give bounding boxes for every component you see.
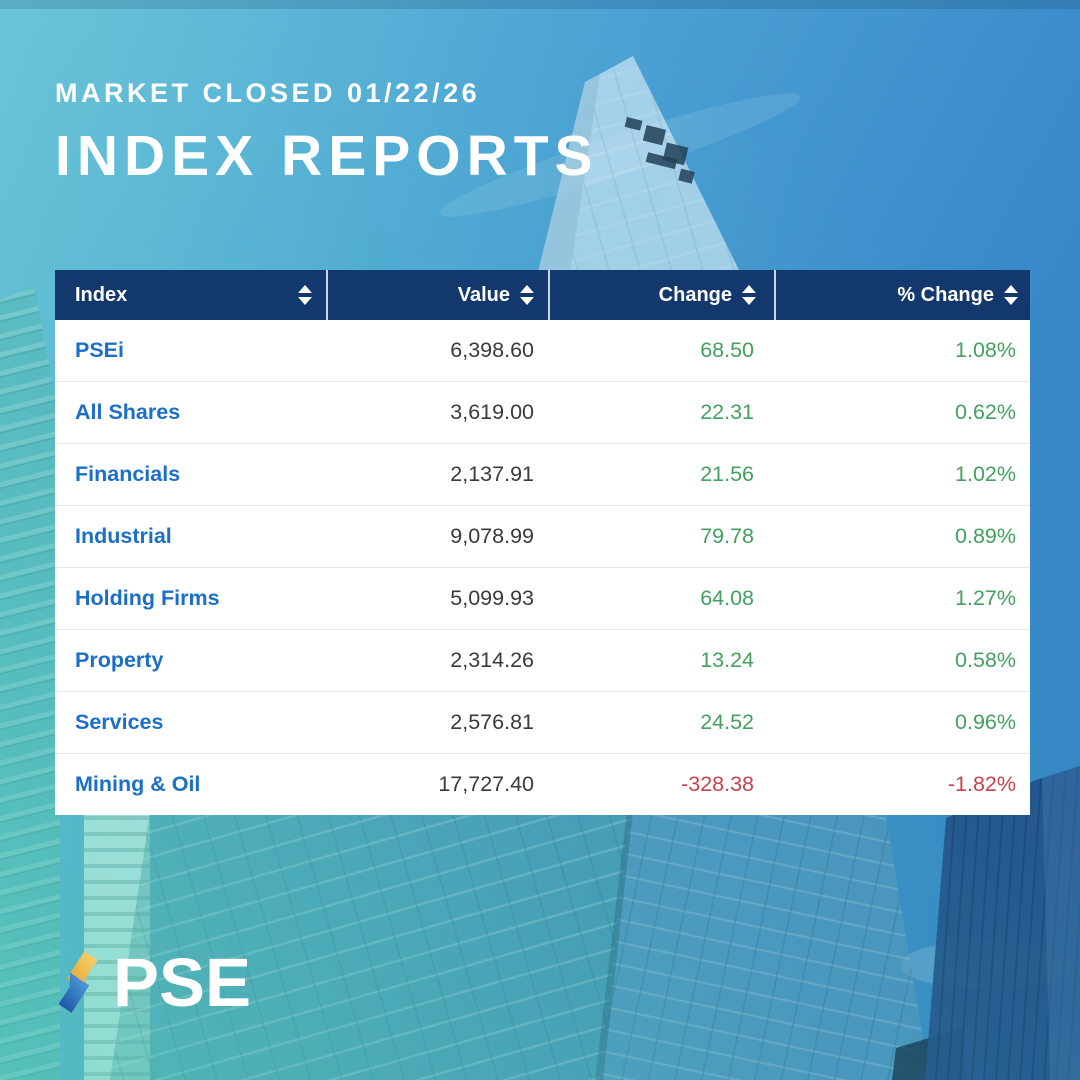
masthead: MARKET CLOSED 01/22/26 INDEX REPORTS bbox=[55, 78, 599, 189]
index-name-cell[interactable]: Mining & Oil bbox=[75, 772, 201, 796]
pct-change-cell: 0.62% bbox=[955, 400, 1016, 424]
column-label-pct-change: % Change bbox=[897, 283, 994, 306]
table-row: Mining & Oil 17,727.40 -328.38 -1.82% bbox=[55, 753, 1030, 815]
table-row: Financials 2,137.91 21.56 1.02% bbox=[55, 443, 1030, 505]
sort-icon[interactable] bbox=[298, 285, 312, 305]
pct-change-cell: 1.08% bbox=[955, 338, 1016, 362]
value-cell: 17,727.40 bbox=[438, 772, 534, 796]
change-cell: -328.38 bbox=[681, 772, 754, 796]
index-name-cell[interactable]: PSEi bbox=[75, 338, 124, 362]
column-header-pct-change[interactable]: % Change bbox=[776, 270, 1030, 320]
column-header-value[interactable]: Value bbox=[328, 270, 550, 320]
value-cell: 2,137.91 bbox=[450, 462, 534, 486]
index-name-cell[interactable]: Financials bbox=[75, 462, 181, 486]
change-cell: 21.56 bbox=[700, 462, 754, 486]
table-row: Services 2,576.81 24.52 0.96% bbox=[55, 691, 1030, 753]
pse-logo-text: PSE bbox=[113, 943, 252, 1021]
sort-icon[interactable] bbox=[1004, 285, 1018, 305]
index-name-cell[interactable]: Industrial bbox=[75, 524, 172, 548]
table-row: All Shares 3,619.00 22.31 0.62% bbox=[55, 381, 1030, 443]
change-cell: 68.50 bbox=[700, 338, 754, 362]
pse-logo: PSE bbox=[52, 944, 251, 1020]
column-header-index[interactable]: Index bbox=[55, 270, 328, 320]
pct-change-cell: 0.96% bbox=[955, 710, 1016, 734]
pse-logo-mark-icon bbox=[58, 951, 98, 1013]
table-row: Holding Firms 5,099.93 64.08 1.27% bbox=[55, 567, 1030, 629]
pct-change-cell: 0.89% bbox=[955, 524, 1016, 548]
pct-change-cell: 0.58% bbox=[955, 648, 1016, 672]
index-name-cell[interactable]: All Shares bbox=[75, 400, 181, 424]
change-cell: 22.31 bbox=[700, 400, 754, 424]
value-cell: 2,576.81 bbox=[450, 710, 534, 734]
index-name-cell[interactable]: Holding Firms bbox=[75, 586, 220, 610]
table-row: Property 2,314.26 13.24 0.58% bbox=[55, 629, 1030, 691]
value-cell: 3,619.00 bbox=[450, 400, 534, 424]
column-label-value: Value bbox=[457, 283, 510, 306]
column-header-change[interactable]: Change bbox=[550, 270, 776, 320]
value-cell: 9,078.99 bbox=[450, 524, 534, 548]
table-row: PSEi 6,398.60 68.50 1.08% bbox=[55, 320, 1030, 381]
index-name-cell[interactable]: Services bbox=[75, 710, 164, 734]
value-cell: 6,398.60 bbox=[450, 338, 534, 362]
change-cell: 24.52 bbox=[700, 710, 754, 734]
change-cell: 79.78 bbox=[700, 524, 754, 548]
pct-change-cell: 1.02% bbox=[955, 462, 1016, 486]
index-name-cell[interactable]: Property bbox=[75, 648, 164, 672]
change-cell: 13.24 bbox=[700, 648, 754, 672]
pct-change-cell: 1.27% bbox=[955, 586, 1016, 610]
table-row: Industrial 9,078.99 79.78 0.89% bbox=[55, 505, 1030, 567]
table-header-row: Index Value Change % Change bbox=[55, 270, 1030, 320]
market-closed-date: MARKET CLOSED 01/22/26 bbox=[55, 78, 481, 108]
index-table: Index Value Change % Change PSEi 6,398.6… bbox=[55, 270, 1030, 815]
column-label-change: Change bbox=[658, 283, 732, 306]
sort-icon[interactable] bbox=[742, 285, 756, 305]
pct-change-cell: -1.82% bbox=[947, 772, 1016, 796]
column-label-index: Index bbox=[75, 283, 128, 306]
table-body: PSEi 6,398.60 68.50 1.08% All Shares 3,6… bbox=[55, 320, 1030, 815]
value-cell: 2,314.26 bbox=[450, 648, 534, 672]
page-title: INDEX REPORTS bbox=[55, 124, 599, 188]
sort-icon[interactable] bbox=[520, 285, 534, 305]
value-cell: 5,099.93 bbox=[450, 586, 534, 610]
change-cell: 64.08 bbox=[700, 586, 754, 610]
